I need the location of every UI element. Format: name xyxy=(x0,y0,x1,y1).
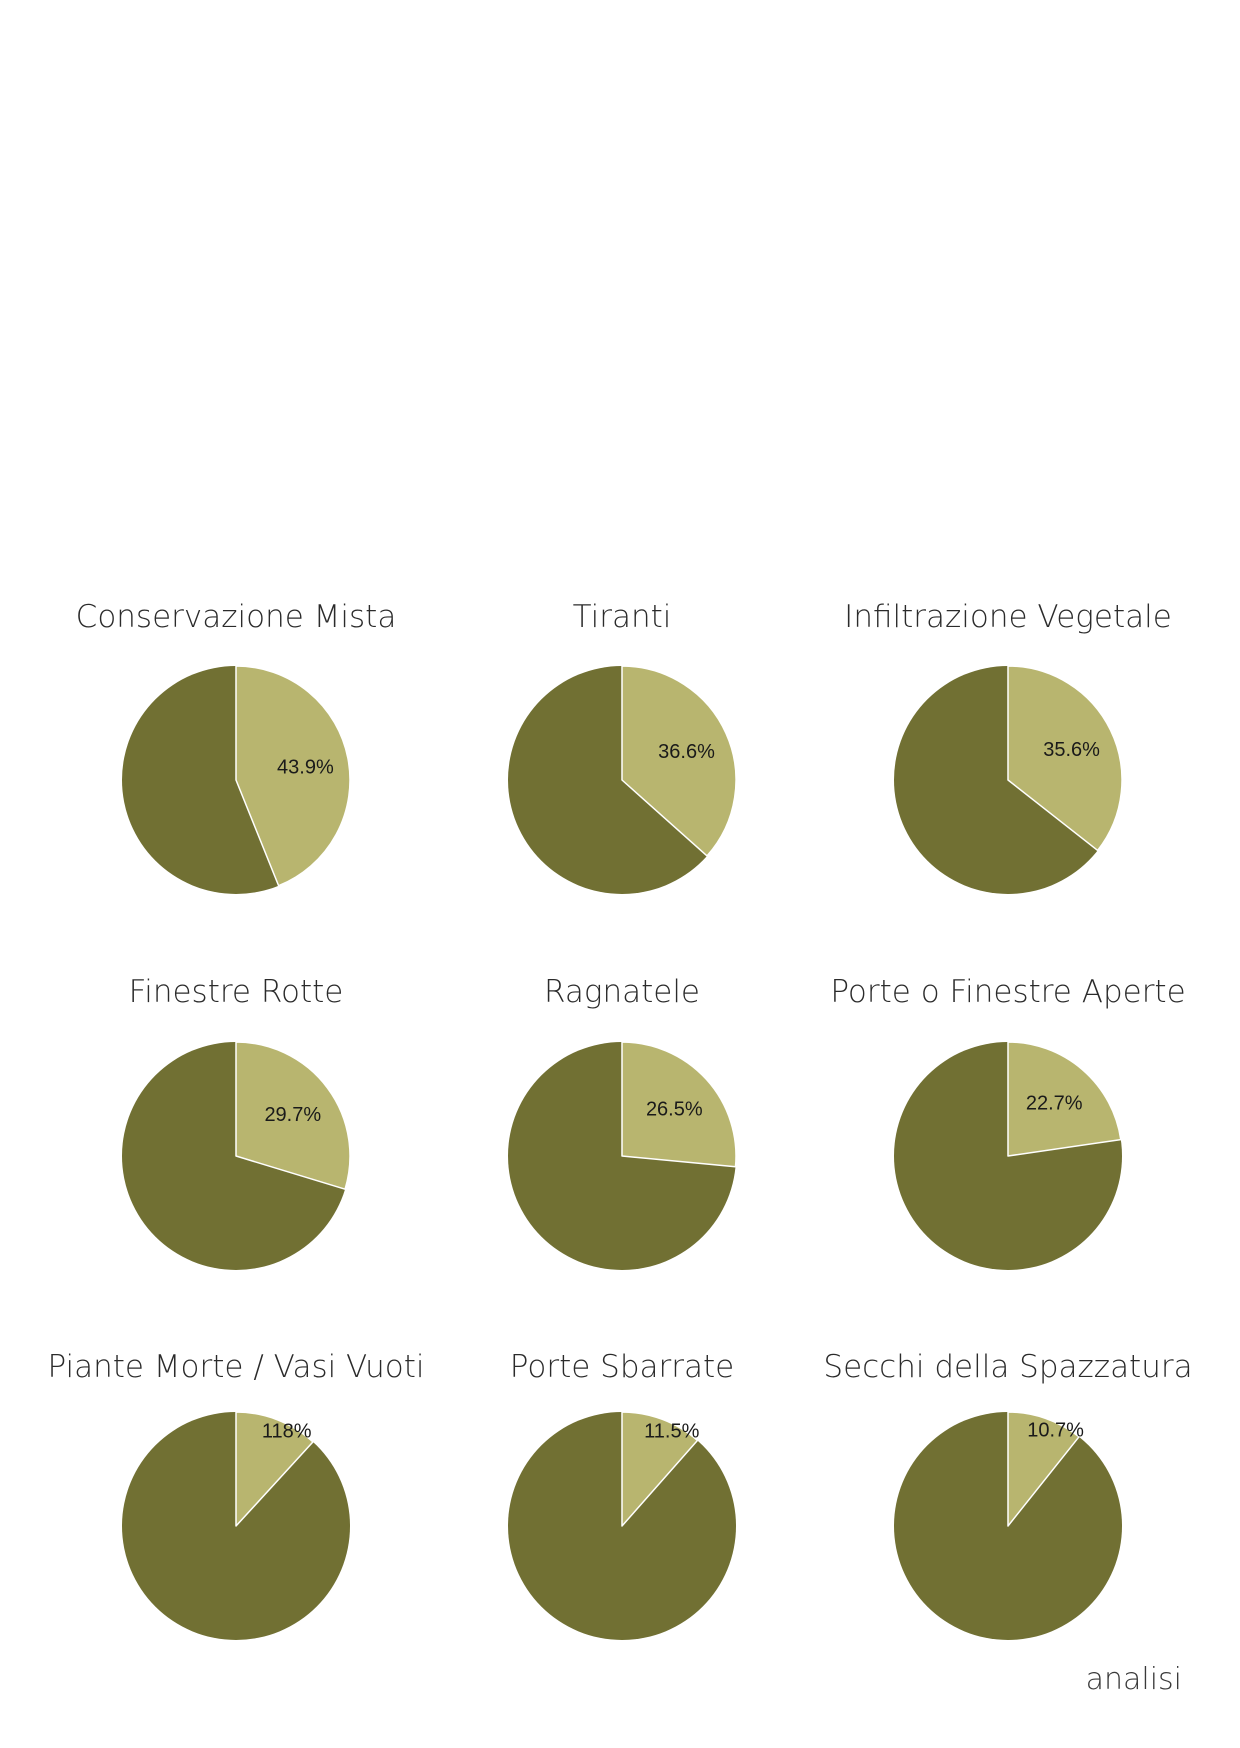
pie-chart: Piante Morte / Vasi Vuoti 118% xyxy=(47,1349,425,1640)
pie-slice-highlight xyxy=(621,1041,737,1168)
pie-percent-label: 22.7% xyxy=(1026,1093,1083,1115)
pie-percent-label: 29.7% xyxy=(264,1104,321,1126)
pie-chart: Porte Sbarrate 11.5% xyxy=(508,1349,736,1640)
pie-slice-highlight xyxy=(1007,1041,1122,1157)
pie-slice-highlight xyxy=(621,665,737,857)
chart-title: Finestre Rotte xyxy=(129,974,344,1010)
footer-label: analisi xyxy=(1085,1662,1182,1697)
pie-slice-highlight xyxy=(235,1041,351,1190)
pie-slice-highlight xyxy=(235,665,351,887)
pie-chart: Ragnatele 26.5% xyxy=(508,974,737,1270)
chart-title: Porte o Finestre Aperte xyxy=(830,974,1185,1010)
pie-chart: Tiranti 36.6% xyxy=(508,599,737,894)
pie-percent-label: 11.5% xyxy=(644,1420,699,1442)
pie-chart: Secchi della Spazzatura 10.7% xyxy=(823,1349,1193,1640)
chart-title: Piante Morte / Vasi Vuoti xyxy=(47,1349,424,1385)
pie-chart: Infiltrazione Vegetale 35.6% xyxy=(844,599,1172,894)
pie-slice-highlight xyxy=(1007,1411,1080,1527)
pie-percent-label: 36.6% xyxy=(658,741,715,763)
chart-title: Porte Sbarrate xyxy=(510,1349,734,1385)
pie-chart: Finestre Rotte 29.7% xyxy=(122,974,351,1270)
pie-percent-label: 26.5% xyxy=(646,1098,703,1120)
chart-title: Ragnatele xyxy=(544,974,700,1010)
pie-percent-label: 35.6% xyxy=(1043,739,1100,761)
chart-title: Conservazione Mista xyxy=(76,599,397,635)
pie-percent-label: 118% xyxy=(262,1421,312,1443)
chart-title: Tiranti xyxy=(573,599,672,635)
pie-slice-highlight xyxy=(235,1411,314,1527)
pie-chart: Porte o Finestre Aperte 22.7% xyxy=(830,974,1186,1270)
chart-title: Infiltrazione Vegetale xyxy=(844,599,1172,635)
pie-percent-label: 10.7% xyxy=(1027,1420,1084,1442)
pie-slice-highlight xyxy=(1007,665,1123,852)
chart-title: Secchi della Spazzatura xyxy=(823,1349,1192,1385)
pie-percent-label: 43.9% xyxy=(277,757,334,779)
pie-slice-highlight xyxy=(621,1411,699,1527)
pie-chart: Conservazione Mista 43.9% xyxy=(76,599,397,894)
